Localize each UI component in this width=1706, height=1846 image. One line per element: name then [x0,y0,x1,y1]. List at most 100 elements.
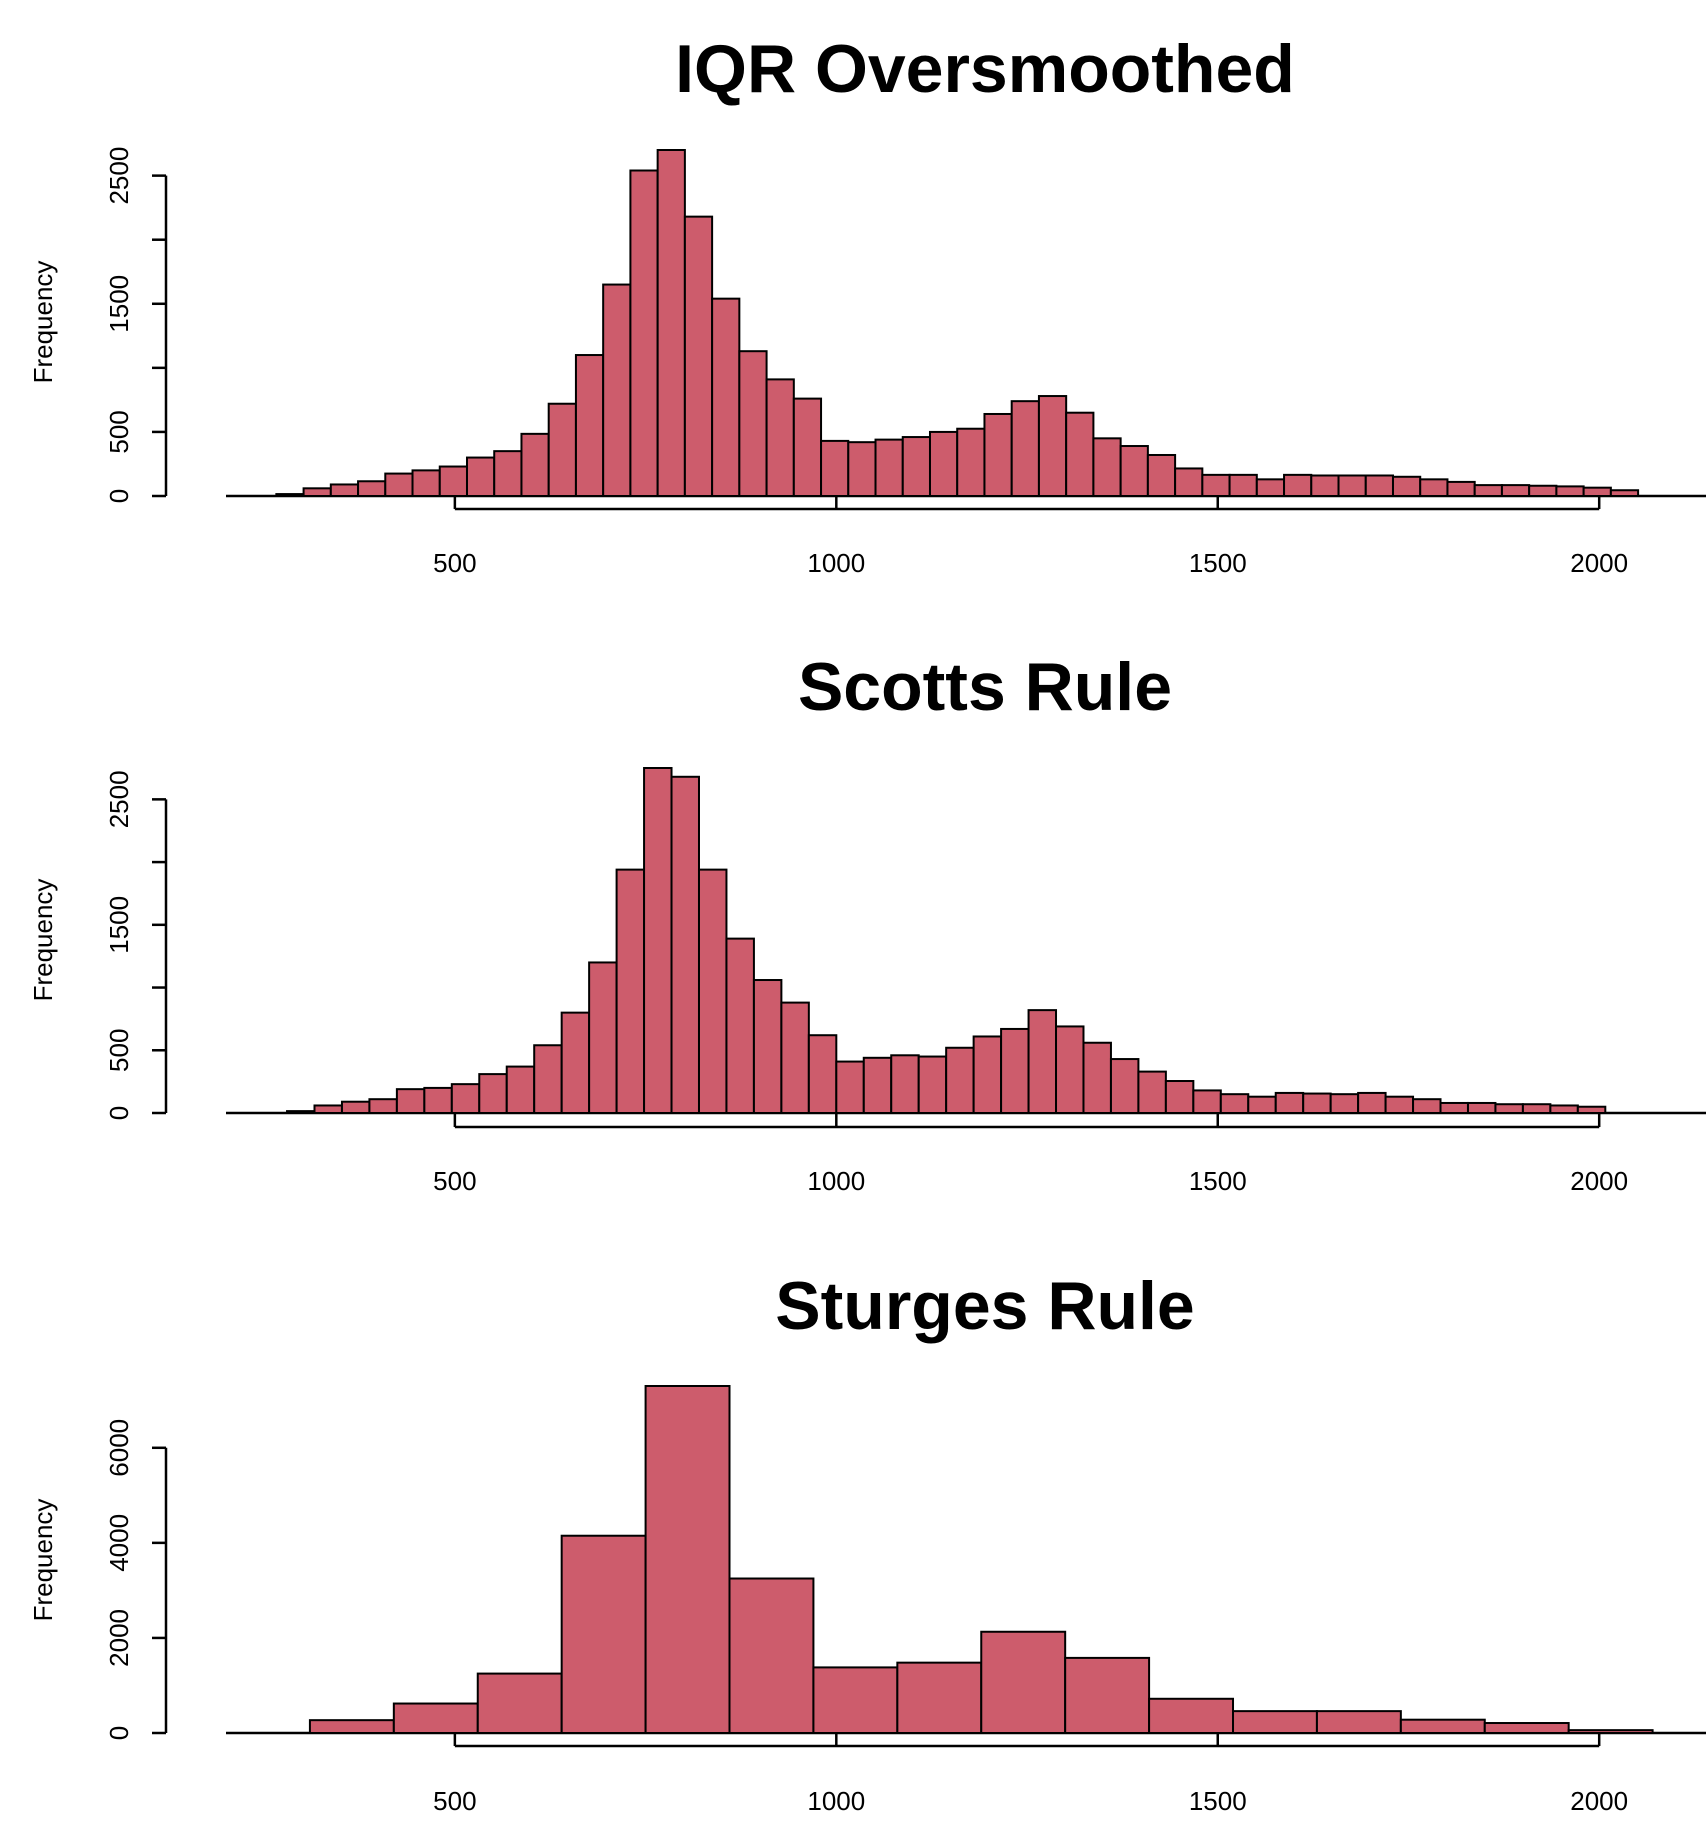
panel-3-y-tick-label: 4000 [104,1514,134,1572]
panel-2-bar [1192,1089,1222,1115]
panel-1-y-tick-label: 2500 [104,147,134,205]
panel-3-bar [308,1719,395,1735]
panel-3-bar [1232,1710,1318,1735]
panel-2-bar [1109,1058,1140,1115]
panel-1-bar [275,493,305,498]
panel-3-bar [896,1661,983,1734]
panel-2-bar [1412,1098,1442,1114]
panel-1-x-tick-label: 2000 [1570,548,1628,578]
panel-3-bar [392,1702,479,1735]
panel-2-bar [1576,1105,1607,1115]
panel-2-bar [395,1088,426,1115]
panel-2-bar [1302,1092,1332,1115]
panel-2-bar [807,1034,838,1114]
panel-3-bar [560,1534,647,1735]
panel-1: IQR Oversmoothed Frequency [28,31,1295,383]
panel-2-bar [286,1110,316,1114]
panel-1-bar [1201,473,1231,498]
panel-1-bar [874,438,904,497]
panel-1-bar [683,215,714,498]
panel-2-bar [1055,1025,1085,1115]
panel-1-bar [1446,480,1476,498]
panel-1-bar [1228,473,1258,498]
panel-1-y-tick-label: 0 [104,489,134,503]
panel-1-bar [983,412,1013,498]
panel-2-ylabel: Frequency [28,879,58,1002]
panel-2-bar [1164,1080,1195,1114]
panel-1-y-tick-label: 500 [104,410,134,453]
panel-1-y-tick-label: 1500 [104,275,134,333]
panel-1-bar [1146,453,1177,497]
panel-2-bar [1494,1103,1524,1114]
panel-3-x-tick-label: 1500 [1189,1786,1247,1816]
panel-3-y-tick-label: 0 [104,1726,134,1740]
panel-2-bar [533,1044,563,1114]
panel-2-bar [1082,1041,1112,1115]
panel-3-ylabel: Frequency [28,1499,58,1622]
panel-2-bar [1247,1095,1277,1115]
panel-2-bar [1027,1009,1058,1114]
panel-2-x-tick-label: 500 [433,1166,476,1196]
panel-1-bar [1419,478,1449,497]
panel-2-y-tick-label: 0 [104,1106,134,1120]
panel-3-bar [644,1385,731,1734]
panel-1-bar [901,436,931,497]
panel-1-bar [1337,474,1367,498]
panel-1-bar [1092,437,1122,498]
panel-1-bar [1500,484,1531,498]
panel-1-bar [384,472,414,497]
panel-2-bar [450,1083,481,1115]
panel-3-bar [1483,1722,1570,1735]
panel-2-plot: 0 500 1500 2500 500 1000 1500 2000 [104,767,1706,1196]
panel-2-bar [1384,1095,1415,1115]
panel-2-bar [1439,1101,1469,1114]
panel-1-bar [1119,445,1149,497]
panel-3-y-tick-label: 6000 [104,1419,134,1477]
panel-1-bar [820,439,850,498]
panel-2-bar [670,775,700,1114]
panel-3-bar [1064,1656,1151,1734]
panel-2-y-tick-label: 500 [104,1029,134,1072]
panel-1-bar [302,487,332,497]
panel-3-x-tick-label: 2000 [1570,1786,1628,1816]
panel-1-bar [847,441,877,497]
panel-2-bar [560,1011,591,1114]
panel-2-bar [697,868,728,1114]
panel-1-bar [493,450,523,498]
panel-1-bar [1065,411,1095,497]
panel-1-bar [738,350,768,497]
panel-2-bar [725,937,755,1114]
panel-1-bar [1010,400,1040,498]
panel-2-bar [313,1104,343,1115]
panel-1-x-tick-label: 1000 [807,548,865,578]
panel-1-bar [547,402,577,498]
panel-1-bar [629,169,659,498]
panel-2-x-tick-label: 1500 [1189,1166,1247,1196]
panel-2-title: Scotts Rule [798,649,1172,725]
panel-2-bar [1329,1093,1360,1114]
panel-3-bar [1148,1697,1235,1735]
panel-2-bar [588,961,618,1114]
panel-3-bar [1399,1718,1486,1735]
panel-2-bar [643,767,673,1114]
panel-3-x-tick-label: 500 [433,1786,476,1816]
panel-1-bar [574,354,605,498]
panel-1-bar [1609,489,1640,498]
panel-2-bar [1219,1093,1250,1114]
panel-1-bar [928,430,959,498]
panel-2-bar [1549,1104,1579,1115]
panel-1-bar [1364,474,1394,498]
panel-3-title: Sturges Rule [775,1268,1194,1344]
panel-1-bar [329,483,360,498]
panel-3-bar [812,1666,899,1734]
panel-1-x-tick-label: 1500 [1189,548,1247,578]
panel-1-bar [1473,484,1503,498]
panel-2-bar [862,1056,893,1115]
panel-2-bar [945,1046,975,1115]
panel-1-bar [1391,475,1422,497]
panel-1-bar [1037,395,1068,497]
panel-2-bar [1000,1027,1030,1114]
panel-1-bar [357,480,387,498]
panel-2-bar [1466,1101,1497,1114]
panel-1-ylabel: Frequency [28,261,58,384]
